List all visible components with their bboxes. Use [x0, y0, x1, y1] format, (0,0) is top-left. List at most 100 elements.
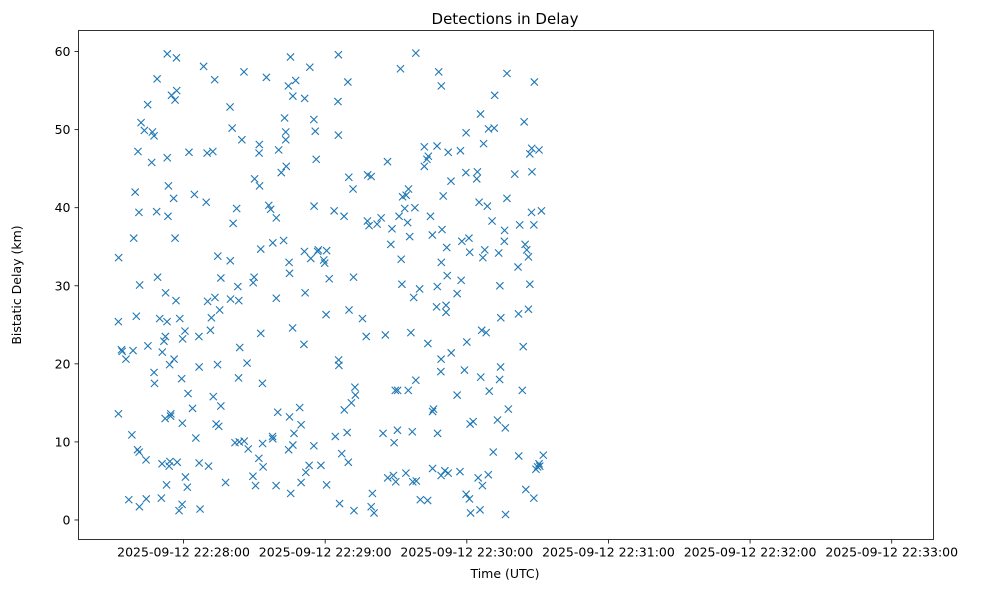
data-point: [169, 194, 178, 203]
data-point: [433, 142, 442, 151]
data-point: [244, 444, 253, 453]
data-point: [466, 508, 475, 517]
data-point: [383, 157, 392, 166]
data-point: [462, 128, 471, 137]
data-point: [282, 162, 291, 171]
data-point: [447, 177, 455, 186]
data-point: [412, 476, 421, 485]
data-point: [114, 253, 123, 262]
data-point: [514, 309, 523, 318]
data-point: [322, 480, 331, 489]
data-point: [393, 386, 402, 395]
data-point: [285, 258, 294, 267]
data-point: [393, 426, 402, 435]
data-point: [232, 204, 241, 213]
data-point: [476, 110, 485, 119]
data-point: [325, 274, 334, 283]
data-point: [297, 478, 306, 487]
data-point: [472, 174, 481, 183]
data-point: [178, 419, 187, 428]
data-point: [273, 408, 282, 417]
data-point: [142, 455, 151, 464]
data-point: [316, 461, 325, 470]
data-point: [313, 247, 322, 256]
data-point: [537, 206, 546, 215]
data-point: [368, 489, 377, 498]
data-point: [171, 234, 180, 243]
data-point: [525, 280, 534, 289]
data-point: [221, 478, 230, 487]
data-point: [527, 208, 536, 217]
data-point: [268, 432, 277, 441]
data-point: [161, 414, 170, 423]
data-point: [199, 62, 208, 71]
data-point: [525, 149, 534, 158]
data-point: [288, 92, 297, 101]
data-point: [195, 459, 204, 467]
x-tick-label: 2025-09-12 22:28:00: [117, 545, 250, 560]
data-point: [455, 467, 464, 476]
data-point: [403, 218, 412, 227]
x-tick-label: 2025-09-12 22:30:00: [400, 545, 533, 560]
data-point: [495, 281, 504, 290]
data-point: [344, 173, 353, 182]
data-point: [204, 462, 213, 471]
data-point: [195, 362, 204, 371]
data-point: [172, 86, 181, 95]
data-point: [358, 314, 367, 323]
y-axis: 0 10 20 30 40 50 60: [55, 44, 79, 527]
data-point: [535, 459, 544, 468]
data-point: [442, 243, 451, 252]
data-point: [258, 379, 267, 388]
data-point: [442, 308, 451, 317]
data-point: [535, 462, 544, 471]
data-point: [121, 355, 130, 364]
data-point: [243, 359, 252, 368]
data-point: [469, 417, 478, 426]
data-point: [175, 506, 184, 515]
data-point: [158, 459, 167, 468]
data-point: [311, 127, 320, 136]
data-point: [150, 379, 159, 388]
data-point: [349, 184, 358, 193]
data-point: [437, 355, 446, 364]
data-point: [251, 481, 260, 490]
data-point: [500, 237, 509, 246]
data-point: [258, 439, 267, 448]
data-point: [178, 334, 187, 343]
data-point: [290, 429, 299, 438]
data-point: [397, 280, 406, 289]
data-point: [335, 499, 344, 508]
data-point: [184, 148, 193, 157]
data-point: [153, 74, 162, 83]
data-point: [157, 494, 166, 503]
data-point: [300, 94, 309, 103]
data-point: [171, 95, 180, 104]
data-point: [488, 216, 497, 225]
data-point: [411, 376, 420, 385]
data-point: [514, 263, 523, 272]
data-point: [478, 481, 487, 490]
data-point: [166, 409, 175, 418]
plot-frame: [78, 30, 934, 540]
x-tick-label: 2025-09-12 22:31:00: [542, 545, 675, 560]
data-point: [404, 184, 413, 193]
data-point: [255, 149, 264, 158]
data-point: [163, 153, 172, 162]
data-point: [143, 100, 152, 109]
data-point: [322, 310, 331, 319]
data-point: [476, 373, 485, 382]
data-point: [529, 220, 538, 229]
y-tick-label: 10: [55, 434, 71, 449]
data-point: [254, 454, 263, 463]
data-point: [194, 332, 203, 341]
data-point: [250, 273, 259, 282]
data-point: [229, 219, 238, 228]
data-point: [490, 124, 499, 133]
data-point: [320, 259, 329, 268]
data-point: [420, 162, 429, 171]
data-point: [330, 206, 339, 215]
data-point: [522, 245, 531, 254]
data-point: [165, 360, 174, 369]
